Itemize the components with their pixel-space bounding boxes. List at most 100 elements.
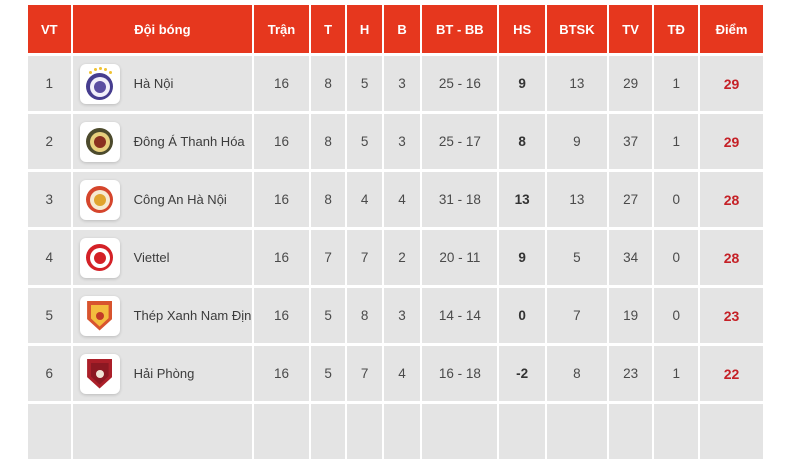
table-row: 6 Hải Phòng 16 5 7 4 16 - 18 -2 8 23 1 2… (28, 346, 763, 401)
td-cell: 0 (654, 288, 699, 343)
league-standings-table: VT Đội bóng Trận T H B BT - BB HS BTSK TV TĐ Điểm 1… (26, 2, 765, 462)
column-header-rank: VT (28, 5, 71, 53)
points-cell: 29 (700, 114, 763, 169)
table-row: 2 Đông Á Thanh Hóa 16 8 5 3 25 - 17 8 9 … (28, 114, 763, 169)
tv-cell: 27 (608, 172, 653, 227)
rank-cell: 5 (28, 288, 71, 343)
empty-cell (310, 404, 346, 459)
drawn-cell: 5 (347, 56, 382, 111)
header-row: VT Đội bóng Trận T H B BT - BB HS BTSK TV TĐ Điểm (28, 5, 763, 53)
lost-cell: 3 (383, 288, 421, 343)
won-cell: 5 (310, 346, 346, 401)
won-cell: 5 (310, 288, 346, 343)
goal-diff-cell: 9 (499, 230, 545, 285)
goals-cell: 25 - 16 (422, 56, 498, 111)
tv-cell: 19 (608, 288, 653, 343)
table-row: 3 Công An Hà Nội 16 8 4 4 31 - 18 13 13 … (28, 172, 763, 227)
empty-cell (422, 404, 498, 459)
team-cell: Đông Á Thanh Hóa (72, 114, 253, 169)
btsk-cell: 13 (546, 172, 607, 227)
empty-cell (383, 404, 421, 459)
points-cell: 28 (700, 172, 763, 227)
star-icon (93, 67, 97, 71)
column-header-goals: BT - BB (422, 5, 498, 53)
points-cell: 23 (700, 288, 763, 343)
star-icon (88, 70, 92, 74)
played-cell: 16 (254, 172, 309, 227)
standings-table: VT Đội bóng Trận T H B BT - BB HS BTSK TV TĐ Điểm 1… (26, 2, 765, 462)
btsk-cell: 7 (546, 288, 607, 343)
column-header-tv: TV (608, 5, 653, 53)
column-header-lost: B (383, 5, 421, 53)
star-icon (103, 67, 107, 71)
team-logo-icon (79, 295, 120, 336)
btsk-cell: 8 (546, 346, 607, 401)
table-row: 4 Viettel 16 7 7 2 20 - 11 9 5 34 0 28 (28, 230, 763, 285)
empty-cell (347, 404, 382, 459)
team-name: Công An Hà Nội (133, 192, 227, 207)
goal-diff-cell: 8 (499, 114, 545, 169)
team-logo-icon (79, 121, 120, 162)
goal-diff-cell: 13 (499, 172, 545, 227)
table-row: 5 Thép Xanh Nam Định 16 5 8 3 14 - 14 0 … (28, 288, 763, 343)
lost-cell: 2 (383, 230, 421, 285)
team-name: Hà Nội (133, 76, 174, 91)
rank-cell: 2 (28, 114, 71, 169)
team-cell: Hải Phòng (72, 346, 253, 401)
lost-cell: 4 (383, 346, 421, 401)
points-cell: 29 (700, 56, 763, 111)
tv-cell: 37 (608, 114, 653, 169)
goal-diff-cell: -2 (499, 346, 545, 401)
td-cell: 0 (654, 230, 699, 285)
btsk-cell: 9 (546, 114, 607, 169)
column-header-td: TĐ (654, 5, 699, 53)
drawn-cell: 7 (347, 346, 382, 401)
btsk-cell: 13 (546, 56, 607, 111)
column-header-drawn: H (347, 5, 382, 53)
empty-cell (72, 404, 253, 459)
team-cell: Công An Hà Nội (72, 172, 253, 227)
team-logo-icon (79, 179, 120, 220)
goals-cell: 20 - 11 (422, 230, 498, 285)
tv-cell: 23 (608, 346, 653, 401)
goals-cell: 14 - 14 (422, 288, 498, 343)
empty-cell (254, 404, 309, 459)
tv-cell: 34 (608, 230, 653, 285)
goal-diff-cell: 9 (499, 56, 545, 111)
column-header-gd: HS (499, 5, 545, 53)
team-name: Thép Xanh Nam Định (133, 308, 253, 323)
td-cell: 1 (654, 56, 699, 111)
team-logo-icon (79, 237, 120, 278)
goals-cell: 25 - 17 (422, 114, 498, 169)
td-cell: 1 (654, 346, 699, 401)
played-cell: 16 (254, 114, 309, 169)
empty-cell (28, 404, 71, 459)
star-icon (108, 70, 112, 74)
td-cell: 0 (654, 172, 699, 227)
played-cell: 16 (254, 56, 309, 111)
btsk-cell: 5 (546, 230, 607, 285)
lost-cell: 3 (383, 56, 421, 111)
team-logo-icon (79, 63, 120, 104)
team-logo-icon (79, 353, 120, 394)
column-header-won: T (310, 5, 346, 53)
played-cell: 16 (254, 346, 309, 401)
star-icon (98, 66, 102, 70)
empty-cell (546, 404, 607, 459)
team-cell: Viettel (72, 230, 253, 285)
rank-cell: 4 (28, 230, 71, 285)
column-header-points: Điểm (700, 5, 763, 53)
empty-cell (608, 404, 653, 459)
drawn-cell: 7 (347, 230, 382, 285)
lost-cell: 3 (383, 114, 421, 169)
team-name: Đông Á Thanh Hóa (133, 134, 245, 149)
empty-cell (700, 404, 763, 459)
won-cell: 8 (310, 114, 346, 169)
goal-diff-cell: 0 (499, 288, 545, 343)
played-cell: 16 (254, 288, 309, 343)
table-body: 1 Hà Nội 16 8 5 3 25 - 16 9 13 29 1 29 2… (28, 56, 763, 459)
team-name: Hải Phòng (133, 366, 195, 381)
drawn-cell: 5 (347, 114, 382, 169)
table-header: VT Đội bóng Trận T H B BT - BB HS BTSK TV TĐ Điểm (28, 5, 763, 53)
rank-cell: 6 (28, 346, 71, 401)
